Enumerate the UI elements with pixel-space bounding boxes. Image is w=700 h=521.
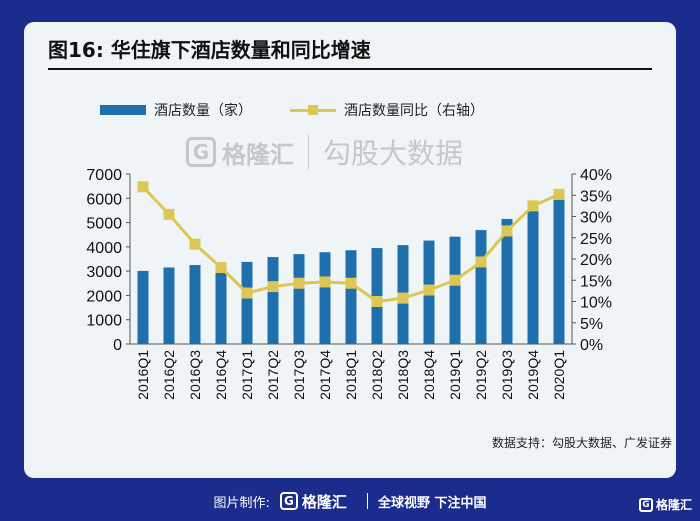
bar: [241, 261, 253, 344]
x-tick-label: 2017Q2: [265, 350, 281, 400]
figure-title: 图16: 华住旗下酒店数量和同比增速: [48, 38, 371, 62]
line-point: [449, 274, 461, 286]
footer-logo: G 格隆汇: [279, 491, 347, 512]
bar: [449, 236, 461, 344]
x-tick-label: 2019Q4: [525, 350, 541, 400]
x-tick-label: 2019Q3: [499, 350, 515, 400]
line-point: [241, 287, 253, 299]
left-tick-label: 2000: [86, 288, 122, 305]
x-tick-label: 2017Q1: [239, 350, 255, 400]
corner-brand: 格隆汇: [655, 498, 692, 512]
x-tick-label: 2018Q4: [421, 350, 437, 400]
right-tick-label: 5%: [580, 316, 603, 333]
bar: [475, 230, 487, 344]
x-tick-label: 2019Q1: [447, 350, 463, 400]
bar: [553, 198, 565, 344]
x-tick-label: 2016Q3: [187, 350, 203, 400]
line-point: [397, 292, 409, 304]
line-point: [189, 238, 201, 250]
x-tick-label: 2019Q2: [473, 350, 489, 400]
legend-label-line: 酒店数量同比（右轴）: [344, 103, 484, 119]
line-point: [319, 276, 331, 288]
x-tick-label: 2016Q2: [161, 350, 177, 400]
x-tick-label: 2017Q3: [291, 350, 307, 400]
corner-logo: G 格隆汇: [638, 496, 692, 513]
left-tick-label: 1000: [86, 313, 122, 330]
right-tick-label: 10%: [580, 295, 612, 312]
footer-logo-icon: G: [279, 492, 298, 510]
bar: [345, 250, 357, 344]
bar: [137, 270, 149, 344]
left-tick-label: 0: [113, 337, 122, 354]
left-tick-label: 4000: [86, 240, 122, 257]
x-tick-label: 2017Q4: [317, 350, 333, 400]
right-tick-label: 15%: [580, 273, 612, 290]
line-point: [423, 284, 435, 296]
line-point: [371, 296, 383, 307]
bar: [527, 207, 539, 344]
footer-slogan: 全球视野 下注中国: [377, 495, 487, 511]
bar: [319, 252, 331, 344]
line-point: [527, 200, 539, 212]
left-tick-label: 6000: [86, 191, 122, 208]
line-point: [293, 277, 305, 289]
line-point: [137, 181, 149, 193]
line-point: [501, 225, 513, 237]
legend-item-bar: 酒店数量（家）: [100, 100, 252, 120]
legend-swatch-bar: [100, 105, 146, 115]
line-point: [345, 277, 357, 289]
bar: [293, 254, 305, 344]
chart-legend: 酒店数量（家） 酒店数量同比（右轴）: [100, 100, 522, 120]
footer-divider: [366, 493, 368, 509]
x-tick-label: 2020Q1: [551, 350, 567, 400]
bar: [215, 264, 227, 344]
source-note: 数据支持：勾股大数据、广发证券: [491, 436, 672, 450]
footer-bar: 图片制作: G 格隆汇 全球视野 下注中国: [0, 486, 700, 516]
line-point: [163, 208, 175, 220]
x-tick-label: 2016Q4: [213, 350, 229, 400]
line-point: [267, 281, 279, 293]
line-point: [553, 188, 565, 200]
x-tick-label: 2016Q1: [135, 350, 151, 400]
bar: [189, 265, 201, 344]
footer-made-by: 图片制作:: [213, 495, 270, 511]
bar: [267, 257, 279, 344]
left-tick-label: 7000: [86, 167, 122, 184]
chart-card: 图16: 华住旗下酒店数量和同比增速: [24, 22, 676, 478]
bar: [501, 218, 513, 344]
legend-swatch-line: [290, 104, 336, 116]
right-tick-label: 25%: [580, 231, 612, 248]
right-tick-label: 40%: [580, 167, 612, 184]
legend-item-line: 酒店数量同比（右轴）: [290, 100, 484, 120]
right-tick-label: 0%: [580, 337, 603, 354]
x-tick-label: 2018Q2: [369, 350, 385, 400]
corner-logo-icon: G: [638, 497, 653, 512]
left-tick-label: 5000: [86, 216, 122, 233]
right-tick-label: 35%: [580, 188, 612, 205]
right-tick-label: 30%: [580, 210, 612, 227]
footer-brand: 格隆汇: [301, 492, 347, 511]
line-point: [475, 256, 487, 268]
left-tick-label: 3000: [86, 264, 122, 281]
x-tick-label: 2018Q1: [343, 350, 359, 400]
x-tick-label: 2018Q3: [395, 350, 411, 400]
legend-label-bar: 酒店数量（家）: [154, 103, 252, 119]
bar: [163, 267, 175, 344]
line-point: [215, 262, 227, 273]
right-tick-label: 20%: [580, 252, 612, 269]
title-rule: [48, 68, 652, 70]
